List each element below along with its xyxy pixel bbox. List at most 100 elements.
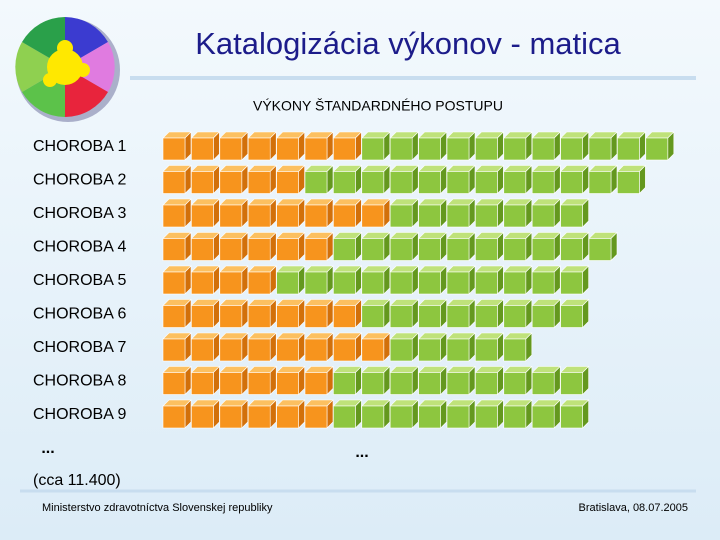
cube: [304, 131, 334, 161]
cube: [304, 332, 334, 362]
cube: [162, 298, 192, 329]
cube-front: [162, 238, 186, 261]
cube-front: [588, 171, 612, 194]
cube: [162, 365, 192, 396]
cube: [446, 198, 476, 228]
cube: [588, 131, 618, 161]
cube: [162, 198, 192, 228]
cube: [616, 131, 647, 161]
cube-front: [304, 137, 328, 161]
cube: [332, 164, 363, 195]
cube-front: [531, 137, 555, 161]
cube: [446, 365, 476, 396]
cube: [361, 231, 391, 262]
cube: [474, 332, 505, 362]
cube-front: [276, 372, 299, 395]
cube-front: [191, 238, 214, 261]
cube: [332, 332, 363, 362]
cube-front: [389, 271, 413, 295]
cube-front: [503, 372, 527, 395]
cube-front: [531, 204, 555, 228]
cube: [275, 231, 306, 262]
cube-front: [276, 305, 299, 328]
cube-front: [304, 238, 328, 261]
cube: [417, 131, 448, 161]
cube: [304, 198, 334, 228]
cube-front: [503, 204, 527, 228]
cube: [417, 198, 448, 228]
cube-front: [304, 305, 328, 328]
cube-front: [475, 372, 498, 395]
cube: [361, 332, 391, 362]
cube-front: [333, 405, 356, 429]
cube-front: [219, 238, 243, 261]
cube: [559, 298, 590, 329]
cube-front: [418, 305, 441, 328]
cube: [304, 265, 334, 295]
cube-front: [389, 405, 413, 429]
cube-front: [475, 271, 498, 295]
cube-front: [418, 137, 441, 161]
cube: [559, 231, 590, 262]
ellipsis: ...: [355, 444, 368, 461]
cube: [531, 164, 561, 195]
cube-front: [361, 137, 385, 161]
cube-front: [617, 137, 640, 161]
cube: [474, 231, 505, 262]
cube-front: [446, 137, 470, 161]
cube-front: [162, 305, 186, 328]
cube: [190, 131, 221, 161]
cube: [446, 298, 476, 329]
cube-front: [247, 271, 271, 295]
cube: [503, 198, 533, 228]
cube: [559, 399, 590, 429]
cube-front: [333, 305, 356, 328]
cube-front: [191, 204, 214, 228]
cube-front: [389, 137, 413, 161]
cube: [503, 231, 533, 262]
cube-front: [560, 405, 583, 429]
cube-front: [247, 372, 271, 395]
cube: [275, 399, 306, 429]
cube-front: [475, 204, 498, 228]
cube-front: [247, 137, 271, 161]
cube-front: [219, 204, 243, 228]
cube-front: [247, 171, 271, 194]
cube: [275, 365, 306, 396]
cube-front: [276, 405, 299, 429]
cube: [389, 298, 419, 329]
cube-front: [418, 238, 441, 261]
cube: [219, 265, 249, 295]
row-label: CHOROBA 9: [33, 406, 126, 423]
cube: [247, 198, 277, 228]
cube: [361, 365, 391, 396]
cube-front: [304, 405, 328, 429]
cube: [219, 365, 249, 396]
cube: [503, 332, 533, 362]
cube-front: [162, 204, 186, 228]
cube: [162, 399, 192, 429]
cube-front: [304, 338, 328, 362]
cube-front: [162, 405, 186, 429]
cube: [219, 298, 249, 329]
cube: [332, 365, 363, 396]
cube: [162, 265, 192, 295]
cube: [190, 265, 221, 295]
cube-front: [162, 171, 186, 194]
cube-front: [219, 305, 243, 328]
cube: [162, 164, 192, 195]
cube-front: [219, 171, 243, 194]
cube-front: [219, 338, 243, 362]
cube: [304, 365, 334, 396]
cube: [332, 231, 363, 262]
cube-front: [503, 137, 527, 161]
cube: [446, 231, 476, 262]
cube-front: [219, 405, 243, 429]
cube-front: [418, 204, 441, 228]
cube-front: [588, 238, 612, 261]
cube-front: [389, 204, 413, 228]
cube: [190, 298, 221, 329]
footer-left: Ministerstvo zdravotníctva Slovenskej re…: [42, 502, 273, 514]
cube-front: [361, 271, 385, 295]
cube-front: [446, 238, 470, 261]
